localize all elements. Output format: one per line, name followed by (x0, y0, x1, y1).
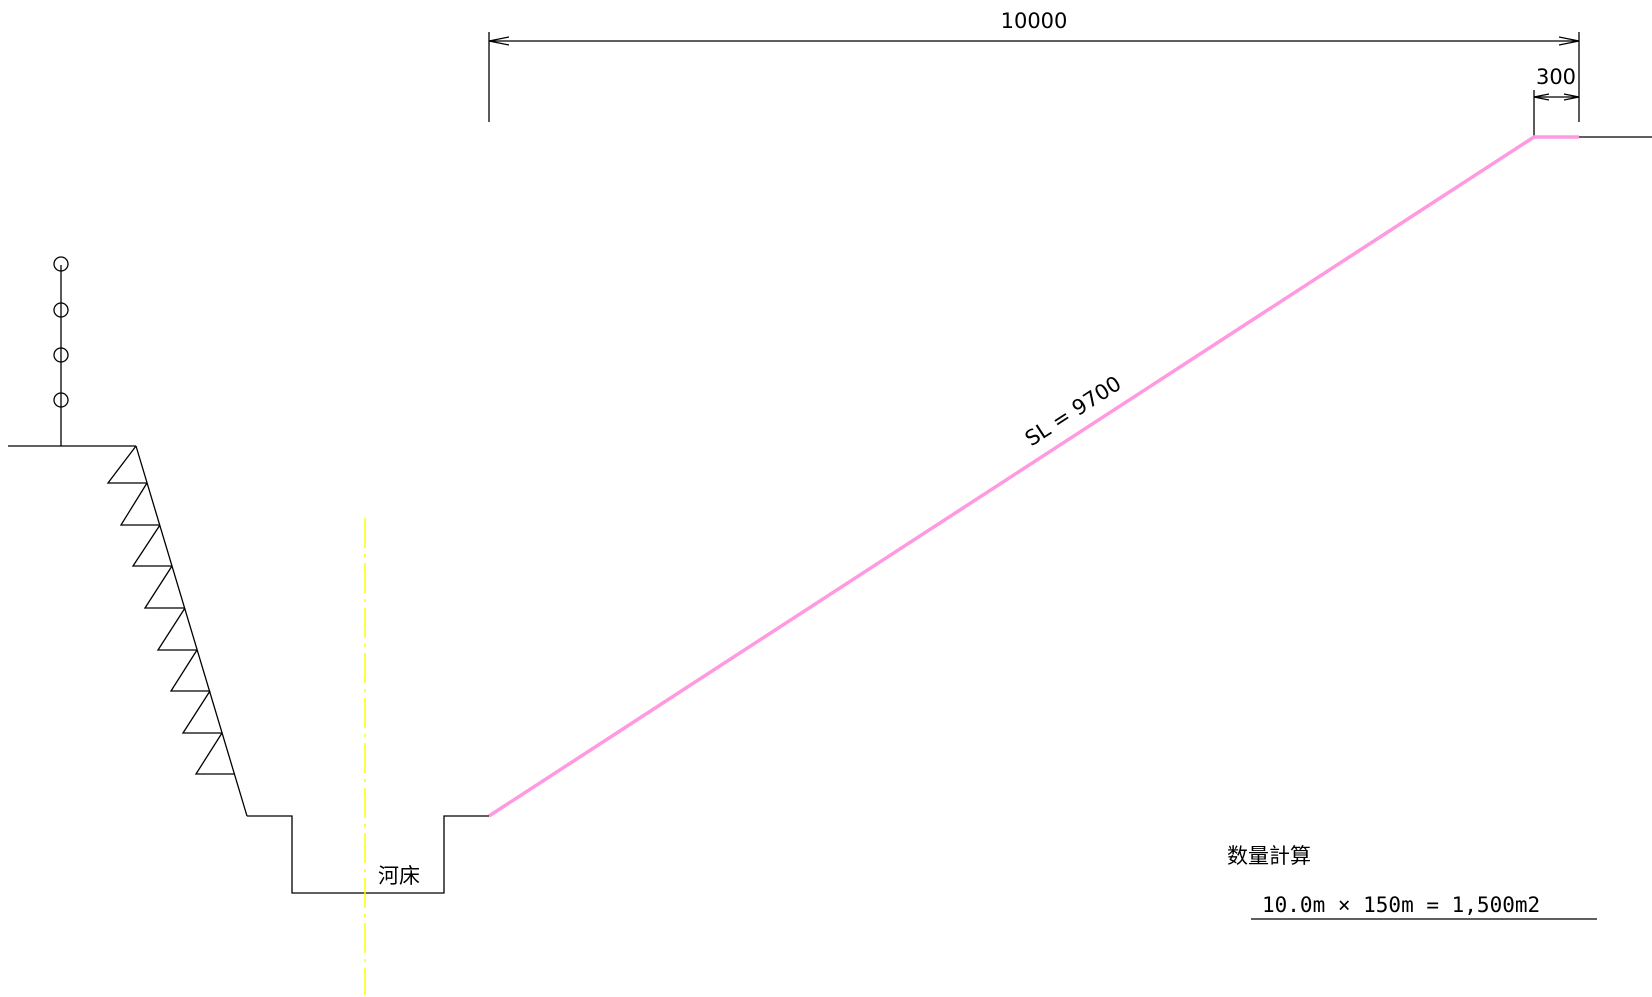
quantity-formula: 10.0m × 150m = 1,500m2 (1262, 893, 1540, 917)
crest-arrow-right (1563, 93, 1580, 101)
revetment-block-4 (143, 565, 185, 609)
width-dimension: 10000 (488, 9, 1580, 122)
revetment-block-1 (106, 445, 147, 484)
slope-line (488, 135, 1579, 818)
revetment-block-8 (194, 732, 235, 775)
revetment-block-6 (169, 649, 210, 692)
dim-arrow-right (1558, 36, 1580, 46)
channel-bottom (247, 815, 489, 894)
fence-circle-1 (53, 256, 69, 272)
revetment-block-3 (131, 524, 172, 567)
quantity-calculation: 数量計算 10.0m × 150m = 1,500m2 (1227, 844, 1597, 920)
fence-post (53, 256, 69, 446)
revetment-face (135, 445, 248, 817)
crest-dimension: 300 (1533, 65, 1580, 137)
fence-circle-2 (53, 302, 69, 318)
fence-circle-4 (53, 392, 69, 408)
fence-circle-3 (53, 347, 69, 363)
revetment-block-2 (119, 482, 160, 526)
crest-arrow-left (1533, 93, 1550, 101)
width-dimension-label: 10000 (1001, 9, 1068, 33)
quantity-title: 数量計算 (1227, 844, 1311, 868)
revetment-block-5 (156, 607, 197, 651)
crest-dimension-label: 300 (1536, 65, 1576, 89)
riverbed-label: 河床 (378, 864, 420, 888)
revetment-block-7 (181, 690, 222, 734)
left-revetment (106, 445, 248, 817)
dim-arrow-left (488, 36, 510, 46)
